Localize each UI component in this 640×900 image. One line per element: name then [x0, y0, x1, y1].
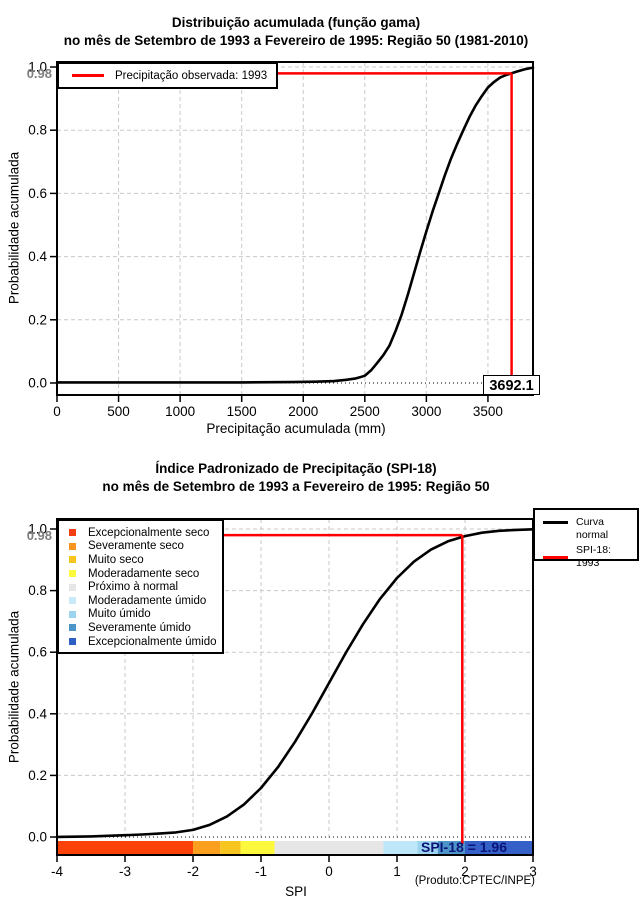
category-label: Excepcionalmente úmido — [88, 635, 217, 648]
spi-category-legend: Excepcionalmente seco Severamente seco Mui… — [57, 519, 224, 655]
legend-row-normal-curve: Curva normal — [535, 516, 637, 542]
y-tick-label: 0.0 — [28, 830, 47, 845]
spi-colorbar-segment — [437, 841, 465, 854]
category-swatch — [69, 542, 76, 550]
category-label: Muito úmido — [88, 608, 151, 621]
y-tick-label: 0.2 — [28, 768, 47, 783]
spi-colorbar-segment — [220, 841, 241, 854]
spi-colorbar-segment — [383, 841, 418, 854]
chart1-legend: Precipitação observada: 1993 — [57, 62, 278, 89]
x-tick-label: 0 — [325, 864, 333, 879]
category-legend-item: Muito úmido — [59, 608, 222, 622]
category-legend-item: Próximo à normal — [59, 580, 222, 594]
category-swatch — [69, 556, 76, 564]
chart1-subtitle: no mês de Setembro de 1993 a Fevereiro d… — [63, 33, 529, 48]
category-label: Muito seco — [88, 553, 144, 566]
observed-precip-line-sample — [72, 74, 104, 77]
x-tick-label: 0 — [53, 404, 61, 419]
cdf-curve — [55, 66, 535, 384]
category-legend-item: Severamente úmido — [59, 621, 222, 635]
y-tick-label: 0.4 — [28, 249, 47, 264]
chart2-title: Índice Padronizado de Precipitação (SPI-… — [155, 461, 437, 476]
precip-value-badge: 3692.1 — [483, 375, 540, 395]
category-swatch — [69, 624, 76, 632]
category-swatch — [69, 610, 76, 618]
spi-colorbar-segment — [417, 841, 438, 854]
category-swatch — [69, 570, 76, 578]
category-label: Excepcionalmente seco — [88, 526, 210, 539]
category-label: Severamente úmido — [88, 621, 191, 634]
category-swatch — [69, 638, 76, 646]
chart2-prob-label: 0.98 — [26, 528, 52, 543]
normal-curve-label: Curva normal — [576, 516, 609, 541]
chart1-legend-label: Precipitação observada: 1993 — [115, 69, 268, 82]
spi-colorbar-segment — [57, 841, 193, 854]
chart1-yaxis-title: Probabilidade acumulada — [6, 151, 22, 305]
x-tick-label: -1 — [255, 864, 267, 879]
x-tick-label: 500 — [107, 404, 130, 419]
y-tick-label: 0.0 — [28, 376, 47, 391]
cdf-curve — [55, 528, 535, 839]
category-label: Moderadamente seco — [88, 567, 200, 580]
plot-box — [56, 61, 534, 396]
chart2-line-legend: Curva normal SPI-18: 1993 — [533, 508, 639, 569]
category-legend-item: Moderadamente úmido — [59, 594, 222, 608]
category-label: Severamente seco — [88, 540, 184, 553]
x-tick-label: -3 — [119, 864, 131, 879]
spi-legend-label: SPI-18: 1993 — [576, 544, 612, 569]
chart2-subtitle: no mês de Setembro de 1993 a Fevereiro d… — [102, 479, 490, 494]
spi-colorbar-segment — [465, 841, 533, 854]
category-legend-item: Excepcionalmente seco — [59, 526, 222, 540]
y-tick-label: 0.6 — [28, 186, 47, 201]
category-legend-item: Excepcionalmente úmido — [59, 635, 222, 649]
x-tick-label: -4 — [51, 864, 63, 879]
spi-value-text: SPI-18 = 1.96 — [420, 839, 507, 855]
chart2-yaxis-title: Probabilidade acumulada — [6, 610, 22, 764]
category-label: Moderadamente úmido — [88, 594, 207, 607]
chart2-xaxis-title: SPI — [285, 884, 307, 899]
x-tick-label: 3500 — [473, 404, 503, 419]
spi-colorbar-segment — [240, 841, 275, 854]
spi-line-sample — [543, 555, 568, 559]
y-tick-label: 1.0 — [28, 60, 47, 75]
x-tick-label: 1 — [393, 864, 401, 879]
x-tick-label: 2500 — [350, 404, 380, 419]
chart1-prob-label: 0.98 — [26, 66, 52, 81]
normal-curve-line-sample — [543, 521, 568, 524]
chart1-canvas: 0 500 1000 1500 2000 2500 3000 3500 0.0 0.2 0.4 0.6… — [28, 60, 535, 419]
y-tick-label: 0.8 — [28, 583, 47, 598]
category-legend-item: Severamente seco — [59, 540, 222, 554]
category-label: Próximo à normal — [88, 581, 179, 594]
chart1-xaxis-title: Precipitação acumulada (mm) — [206, 421, 386, 436]
category-swatch — [69, 583, 76, 591]
x-tick-label: -2 — [187, 864, 199, 879]
category-legend-item: Muito seco — [59, 553, 222, 567]
category-swatch — [69, 529, 76, 537]
spi-colorbar-segment — [193, 841, 221, 854]
y-tick-label: 0.6 — [28, 645, 47, 660]
x-tick-label: 1500 — [227, 404, 257, 419]
legend-row-spi: SPI-18: 1993 — [535, 544, 637, 570]
category-legend-item: Moderadamente seco — [59, 567, 222, 581]
chart2-canvas: -4 -3 -2 -1 0 1 2 3 0.0 0.2 0.4 0.6 0.8 1.0 — [28, 518, 537, 879]
y-tick-label: 0.2 — [28, 312, 47, 327]
category-swatch — [69, 597, 76, 605]
plot-box — [56, 518, 534, 856]
x-tick-label: 2 — [461, 864, 469, 879]
x-tick-label: 3 — [529, 864, 537, 879]
spi-colorbar-segment — [274, 841, 384, 854]
chart1-title: Distribuição acumulada (função gama) — [171, 15, 421, 30]
product-credit: (Produto:CPTEC/INPE) — [414, 875, 535, 887]
x-tick-label: 1000 — [165, 404, 195, 419]
y-tick-label: 0.4 — [28, 706, 47, 721]
x-tick-label: 2000 — [288, 404, 318, 419]
y-tick-label: 1.0 — [28, 522, 47, 537]
y-tick-label: 0.8 — [28, 123, 47, 138]
x-tick-label: 3000 — [411, 404, 441, 419]
